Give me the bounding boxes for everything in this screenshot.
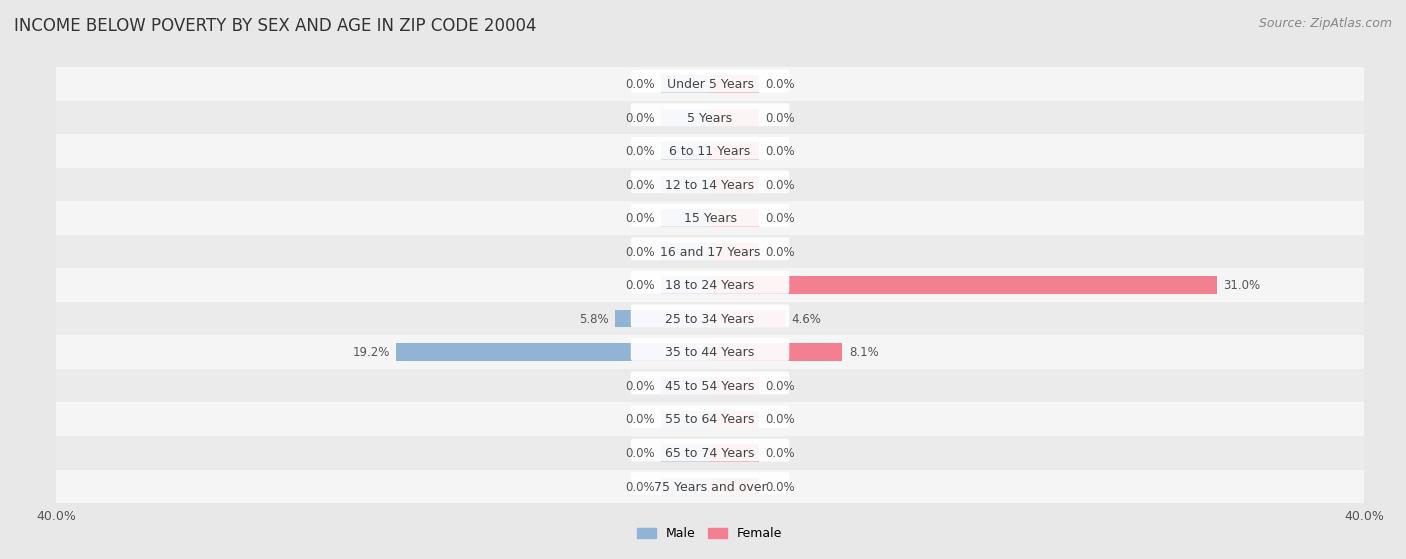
Bar xyxy=(661,142,710,160)
Text: 0.0%: 0.0% xyxy=(624,280,654,292)
Text: INCOME BELOW POVERTY BY SEX AND AGE IN ZIP CODE 20004: INCOME BELOW POVERTY BY SEX AND AGE IN Z… xyxy=(14,17,537,35)
Bar xyxy=(56,67,1364,101)
Bar xyxy=(710,410,759,428)
Text: 65 to 74 Years: 65 to 74 Years xyxy=(665,447,755,460)
FancyBboxPatch shape xyxy=(631,170,789,193)
Text: 5.8%: 5.8% xyxy=(579,313,609,326)
Bar xyxy=(710,243,759,260)
FancyBboxPatch shape xyxy=(631,405,789,428)
Text: Source: ZipAtlas.com: Source: ZipAtlas.com xyxy=(1258,17,1392,30)
Text: 0.0%: 0.0% xyxy=(624,212,654,225)
Text: 6 to 11 Years: 6 to 11 Years xyxy=(669,145,751,158)
Text: 0.0%: 0.0% xyxy=(624,380,654,393)
Bar xyxy=(661,209,710,227)
Bar xyxy=(661,75,710,93)
Bar xyxy=(56,168,1364,201)
Text: 25 to 34 Years: 25 to 34 Years xyxy=(665,313,755,326)
Text: 15 Years: 15 Years xyxy=(683,212,737,225)
Bar xyxy=(710,310,785,328)
Bar xyxy=(710,142,759,160)
Bar xyxy=(56,134,1364,168)
Text: 31.0%: 31.0% xyxy=(1223,280,1260,292)
Bar xyxy=(56,101,1364,134)
Text: 0.0%: 0.0% xyxy=(624,414,654,427)
Bar xyxy=(396,343,710,361)
Bar xyxy=(661,410,710,428)
Text: 0.0%: 0.0% xyxy=(766,414,796,427)
Text: 0.0%: 0.0% xyxy=(624,481,654,494)
Bar xyxy=(710,108,759,126)
Bar xyxy=(661,176,710,193)
Bar xyxy=(56,335,1364,369)
Text: 0.0%: 0.0% xyxy=(624,447,654,460)
FancyBboxPatch shape xyxy=(631,204,789,227)
Bar xyxy=(56,235,1364,268)
Text: 0.0%: 0.0% xyxy=(766,380,796,393)
Text: 0.0%: 0.0% xyxy=(624,246,654,259)
Bar xyxy=(710,75,759,93)
Bar xyxy=(56,302,1364,335)
Text: 16 and 17 Years: 16 and 17 Years xyxy=(659,246,761,259)
Bar xyxy=(56,436,1364,470)
Legend: Male, Female: Male, Female xyxy=(637,528,783,541)
Bar xyxy=(56,201,1364,235)
Text: 0.0%: 0.0% xyxy=(766,447,796,460)
Text: 75 Years and over: 75 Years and over xyxy=(654,481,766,494)
FancyBboxPatch shape xyxy=(631,271,789,294)
FancyBboxPatch shape xyxy=(631,338,789,361)
Bar xyxy=(710,377,759,395)
Text: 0.0%: 0.0% xyxy=(766,112,796,125)
Bar xyxy=(710,276,1216,294)
FancyBboxPatch shape xyxy=(631,137,789,160)
Bar xyxy=(661,276,710,294)
Text: 5 Years: 5 Years xyxy=(688,112,733,125)
FancyBboxPatch shape xyxy=(631,238,789,260)
Bar xyxy=(56,470,1364,503)
Text: 0.0%: 0.0% xyxy=(766,212,796,225)
Text: 0.0%: 0.0% xyxy=(766,78,796,91)
Bar xyxy=(710,477,759,495)
Bar xyxy=(710,343,842,361)
Bar xyxy=(56,402,1364,436)
Bar xyxy=(56,268,1364,302)
Text: 0.0%: 0.0% xyxy=(624,179,654,192)
FancyBboxPatch shape xyxy=(631,439,789,462)
Bar xyxy=(661,444,710,462)
Text: 4.6%: 4.6% xyxy=(792,313,821,326)
Bar xyxy=(710,209,759,227)
FancyBboxPatch shape xyxy=(631,305,789,328)
FancyBboxPatch shape xyxy=(631,70,789,93)
Text: 35 to 44 Years: 35 to 44 Years xyxy=(665,347,755,359)
FancyBboxPatch shape xyxy=(631,103,789,126)
Bar xyxy=(56,369,1364,402)
FancyBboxPatch shape xyxy=(631,472,789,495)
Text: 19.2%: 19.2% xyxy=(353,347,389,359)
Text: 0.0%: 0.0% xyxy=(766,179,796,192)
Text: 8.1%: 8.1% xyxy=(849,347,879,359)
Bar xyxy=(661,477,710,495)
Text: 12 to 14 Years: 12 to 14 Years xyxy=(665,179,755,192)
Bar xyxy=(710,444,759,462)
Bar xyxy=(616,310,710,328)
Text: 0.0%: 0.0% xyxy=(766,145,796,158)
Text: 0.0%: 0.0% xyxy=(624,78,654,91)
Text: 0.0%: 0.0% xyxy=(766,481,796,494)
Text: 55 to 64 Years: 55 to 64 Years xyxy=(665,414,755,427)
Text: 0.0%: 0.0% xyxy=(624,145,654,158)
Bar xyxy=(710,176,759,193)
Text: 45 to 54 Years: 45 to 54 Years xyxy=(665,380,755,393)
Bar xyxy=(661,377,710,395)
Text: Under 5 Years: Under 5 Years xyxy=(666,78,754,91)
Bar xyxy=(661,243,710,260)
Bar xyxy=(661,108,710,126)
Text: 0.0%: 0.0% xyxy=(766,246,796,259)
Text: 18 to 24 Years: 18 to 24 Years xyxy=(665,280,755,292)
FancyBboxPatch shape xyxy=(631,372,789,395)
Text: 0.0%: 0.0% xyxy=(624,112,654,125)
